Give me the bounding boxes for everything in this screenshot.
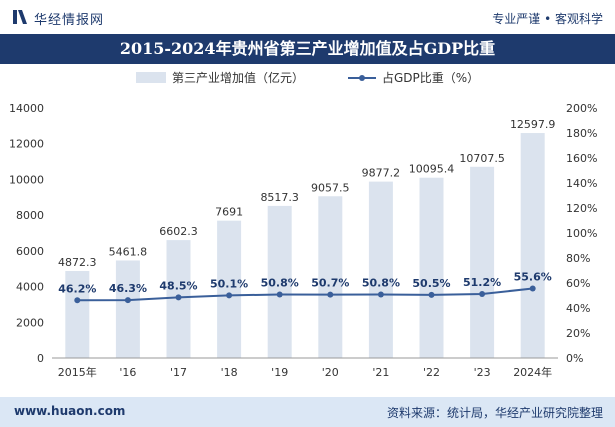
y-left-tick-label: 2000 xyxy=(16,316,44,329)
bar xyxy=(419,177,444,358)
legend-label-bars: 第三产业增加值（亿元） xyxy=(172,70,304,85)
x-tick-label: '22 xyxy=(423,366,440,379)
y-right-tick-label: 40% xyxy=(566,302,590,315)
line-point xyxy=(124,297,131,304)
footer: www.huaon.com 资料来源：统计局，华经产业研究院整理 xyxy=(0,397,615,427)
bar xyxy=(115,260,140,358)
line-point xyxy=(327,291,334,298)
legend-swatch-bars xyxy=(136,72,166,83)
logo-icon xyxy=(13,10,27,24)
y-left-tick-label: 4000 xyxy=(16,281,44,294)
line-value-label: 50.8% xyxy=(362,277,400,290)
bar-value-label: 4872.3 xyxy=(58,256,97,269)
bar-value-label: 12597.9 xyxy=(510,118,556,131)
legend-marker-line xyxy=(359,75,365,81)
chart: 第三产业增加值（亿元） 占GDP比重（%） 0 2000 4000 6000 8000 100… xyxy=(9,70,597,379)
slogan: 专业严谨 • 客观科学 xyxy=(492,12,603,26)
line-value-label: 50.1% xyxy=(210,277,248,290)
line-value-label: 50.5% xyxy=(412,277,450,290)
y-left-tick-label: 10000 xyxy=(9,173,44,186)
y-right-tick-label: 140% xyxy=(566,177,597,190)
y-right-tick-label: 80% xyxy=(566,252,590,265)
line-point xyxy=(529,285,536,292)
line-point xyxy=(428,291,435,298)
y-left-tick-label: 8000 xyxy=(16,209,44,222)
y-right-tick-label: 100% xyxy=(566,227,597,240)
bar-value-label: 9877.2 xyxy=(362,167,401,180)
y-right-tick-label: 0% xyxy=(566,352,583,365)
line-point xyxy=(377,291,384,298)
y-left-tick-label: 14000 xyxy=(9,102,44,115)
line-value-label: 51.2% xyxy=(463,276,501,289)
bar xyxy=(520,133,545,358)
bar xyxy=(470,166,495,358)
x-tick-label: '20 xyxy=(322,366,339,379)
line-value-label: 46.3% xyxy=(109,282,147,295)
x-tick-label: '21 xyxy=(372,366,389,379)
brand-name: 华经情报网 xyxy=(34,13,105,28)
bar-value-label: 9057.5 xyxy=(311,181,350,194)
line-point xyxy=(226,292,233,299)
bar xyxy=(318,196,343,358)
bar-value-label: 8517.3 xyxy=(260,191,299,204)
line-value-label: 50.7% xyxy=(311,277,349,290)
source-note: 资料来源：统计局，华经产业研究院整理 xyxy=(386,406,603,420)
line-point xyxy=(175,294,182,301)
line-value-label: 55.6% xyxy=(514,271,552,284)
x-tick-label: '16 xyxy=(119,366,136,379)
x-tick-label: '17 xyxy=(170,366,187,379)
y-right-tick-label: 200% xyxy=(566,102,597,115)
line-point xyxy=(479,291,486,297)
x-tick-label: 2015年 xyxy=(58,365,97,379)
bar xyxy=(217,220,242,358)
x-tick-label: 2024年 xyxy=(513,365,552,379)
line-value-label: 50.8% xyxy=(261,277,299,290)
x-tick-label: '23 xyxy=(474,366,491,379)
bar-value-label: 6602.3 xyxy=(159,225,198,238)
line-point xyxy=(276,291,283,298)
bar-value-label: 10095.4 xyxy=(409,163,455,176)
y-left-tick-label: 6000 xyxy=(16,245,44,258)
series-line xyxy=(77,287,533,302)
title-bar: 2015-2024年贵州省第三产业增加值及占GDP比重 xyxy=(0,34,615,64)
chart-title: 2015-2024年贵州省第三产业增加值及占GDP比重 xyxy=(119,39,496,58)
x-tick-label: '18 xyxy=(221,366,238,379)
bar-value-label: 5461.8 xyxy=(109,245,148,258)
y-left-tick-label: 0 xyxy=(37,352,44,365)
y-left-tick-label: 12000 xyxy=(9,138,44,151)
top-bar: 华经情报网 专业严谨 • 客观科学 xyxy=(0,0,615,34)
x-tick-label: '19 xyxy=(271,366,288,379)
bar xyxy=(368,181,393,358)
line-point xyxy=(74,297,81,304)
y-right-tick-label: 60% xyxy=(566,277,590,290)
y-right-tick-label: 120% xyxy=(566,202,597,215)
y-right-tick-label: 180% xyxy=(566,127,597,140)
bar-value-label: 7691 xyxy=(215,206,243,219)
legend-label-line: 占GDP比重（%） xyxy=(382,70,479,85)
line-value-label: 48.5% xyxy=(159,279,197,292)
bar xyxy=(65,270,90,358)
line-value-label: 46.2% xyxy=(58,282,96,295)
bar-value-label: 10707.5 xyxy=(459,152,505,165)
bar xyxy=(267,205,292,358)
y-right-tick-label: 20% xyxy=(566,327,590,340)
footer-url[interactable]: www.huaon.com xyxy=(14,404,126,418)
y-right-tick-label: 160% xyxy=(566,152,597,165)
